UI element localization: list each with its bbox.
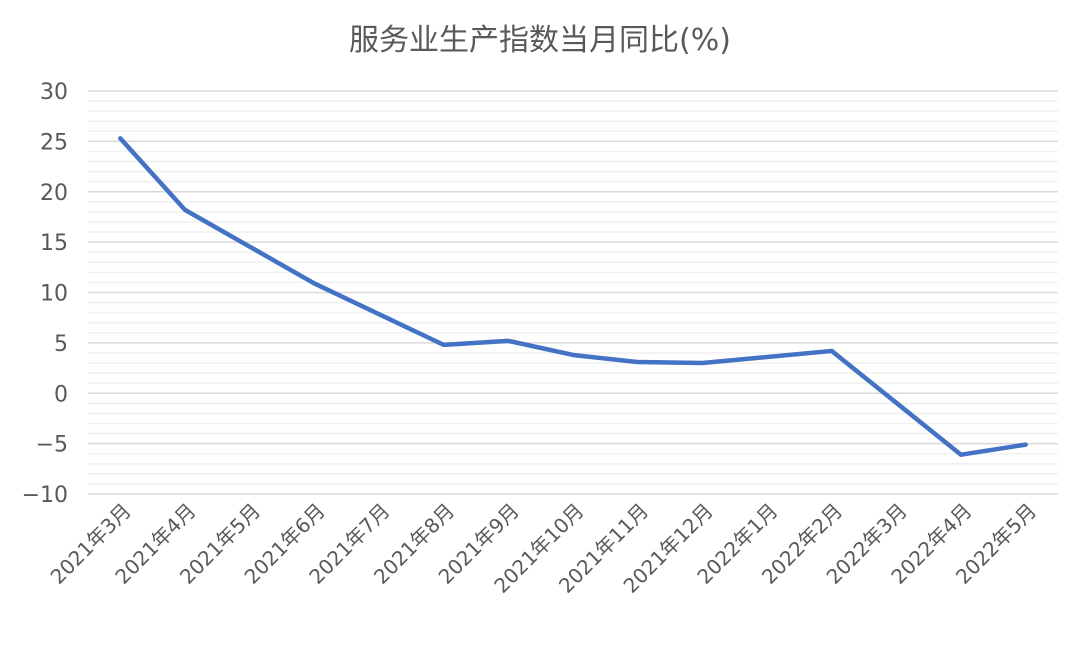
data-point — [312, 281, 317, 286]
series-line — [118, 136, 1028, 457]
y-tick-label: 0 — [54, 382, 68, 407]
chart-title: 服务业生产指数当月同比(%) — [349, 23, 731, 58]
data-point — [829, 348, 834, 353]
y-tick-label: 15 — [40, 231, 68, 256]
data-point — [700, 361, 705, 366]
data-point — [183, 207, 187, 212]
data-point — [118, 136, 123, 141]
data-point — [959, 452, 963, 457]
data-point — [635, 360, 640, 365]
y-tick-label: 5 — [54, 332, 68, 357]
y-tick-label: −5 — [36, 433, 68, 458]
data-point — [441, 342, 446, 347]
y-tick-label: 30 — [40, 80, 68, 105]
y-tick-label: 25 — [40, 130, 68, 155]
data-point — [1023, 442, 1028, 447]
data-point — [571, 352, 575, 357]
y-tick-label: −10 — [22, 483, 68, 508]
data-point — [506, 338, 511, 343]
y-tick-label: 20 — [40, 181, 68, 206]
y-tick-label: 10 — [40, 282, 68, 307]
